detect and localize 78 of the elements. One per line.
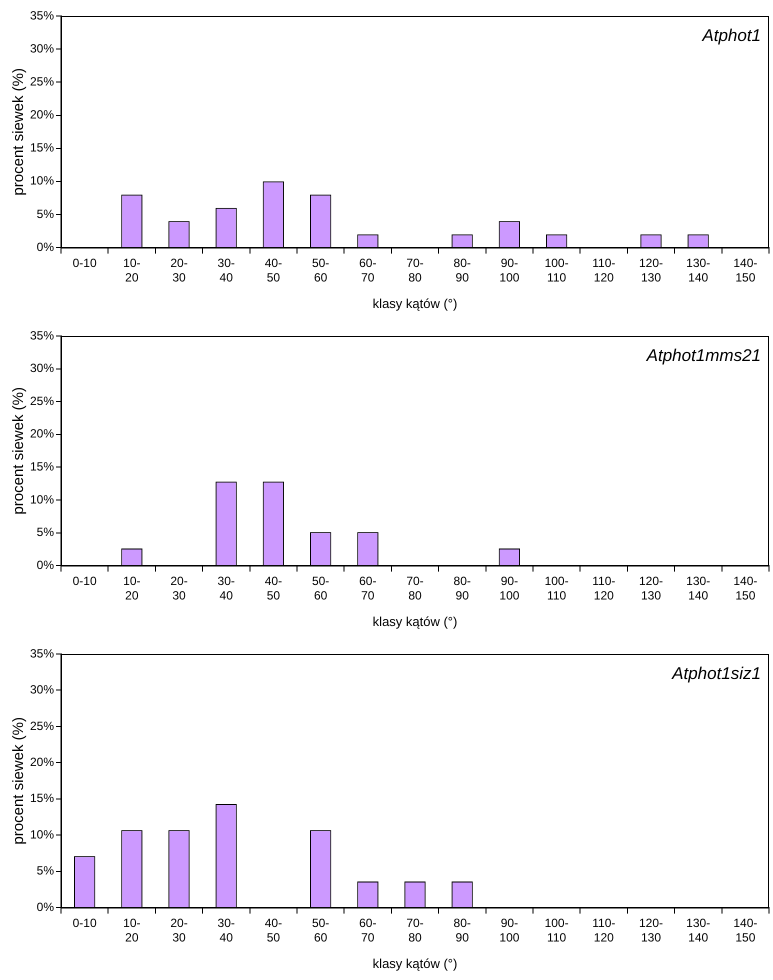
y-tick-label: 20% (30, 426, 54, 441)
x-tick-label: 10- 20 (123, 574, 140, 603)
x-tick-label: 0-10 (72, 574, 97, 588)
y-tick-label: 20% (30, 108, 54, 122)
x-tick-label: 50- 60 (312, 574, 330, 603)
y-tick-label: 25% (30, 718, 54, 733)
y-axis-title: procent siewek (%) (10, 68, 28, 196)
x-tick-label: 90- 100 (499, 574, 520, 603)
x-tick-label: 80- 90 (454, 916, 471, 945)
x-tick-label: 140- 150 (733, 574, 758, 603)
x-tick-label: 0-10 (72, 256, 97, 270)
x-tick-label: 0-10 (72, 916, 97, 930)
x-tick-label: 10- 20 (123, 916, 140, 945)
x-axis-title: klasy kątów (°) (372, 956, 458, 971)
x-tick-label: 100- 110 (544, 256, 569, 285)
x-tick-label: 130- 140 (686, 256, 710, 285)
x-tick-label: 140- 150 (733, 916, 758, 945)
x-tick-label: 90- 100 (499, 916, 520, 945)
x-tick-label: 100- 110 (544, 574, 569, 603)
y-tick-label: 5% (36, 525, 54, 540)
x-tick-label: 70- 80 (406, 916, 424, 945)
x-tick-label: 30- 40 (218, 256, 235, 285)
x-tick-label: 50- 60 (312, 916, 330, 945)
y-tick-label: 10% (30, 174, 54, 188)
y-tick-label: 10% (30, 827, 54, 842)
x-tick-label: 140- 150 (733, 256, 758, 285)
y-tick-label: 5% (36, 864, 54, 878)
x-tick-label: 110- 120 (592, 916, 616, 945)
x-tick-label: 80- 90 (454, 256, 471, 285)
x-tick-label: 30- 40 (218, 574, 235, 603)
annotation: Atphot1mms21 (646, 346, 761, 366)
x-tick-label: 50- 60 (312, 256, 330, 285)
x-axis-title: klasy kątów (°) (372, 614, 458, 629)
x-tick-label: 100- 110 (544, 916, 569, 945)
annotation: Atphot1 (701, 26, 761, 46)
x-tick-label: 60- 70 (359, 574, 376, 603)
x-tick-label: 20- 30 (170, 574, 188, 603)
x-tick-label: 70- 80 (406, 256, 424, 285)
y-tick-label: 15% (30, 791, 54, 806)
y-tick-label: 35% (30, 8, 54, 22)
x-tick-label: 120- 130 (638, 256, 664, 285)
y-tick-label: 20% (30, 755, 54, 769)
y-tick-label: 35% (30, 328, 54, 342)
x-tick-label: 130- 140 (686, 574, 710, 603)
x-tick-label: 40- 50 (264, 916, 282, 945)
y-tick-label: 25% (30, 74, 54, 88)
x-tick-label: 20- 30 (170, 916, 188, 945)
x-tick-label: 20- 30 (170, 256, 188, 285)
x-tick-label: 40- 50 (264, 256, 282, 285)
x-tick-label: 30- 40 (218, 916, 235, 945)
y-tick-label: 30% (30, 41, 54, 56)
x-axis-title: klasy kątów (°) (372, 296, 458, 311)
x-tick-label: 90- 100 (499, 256, 520, 285)
y-tick-label: 25% (30, 394, 54, 408)
y-axis-title: procent siewek (%) (10, 717, 28, 845)
x-tick-label: 80- 90 (454, 574, 471, 603)
x-tick-label: 130- 140 (686, 916, 710, 945)
x-tick-label: 120- 130 (638, 916, 664, 945)
y-tick-label: 15% (30, 460, 54, 474)
x-tick-label: 110- 120 (592, 256, 616, 285)
x-tick-label: 60- 70 (359, 916, 376, 945)
y-tick-label: 10% (30, 492, 54, 506)
y-tick-label: 0% (36, 900, 54, 914)
y-tick-label: 15% (30, 140, 54, 155)
x-tick-label: 70- 80 (406, 574, 424, 603)
y-tick-label: 30% (30, 361, 54, 376)
y-axis-title: procent siewek (%) (10, 387, 28, 515)
x-tick-label: 60- 70 (359, 256, 376, 285)
x-tick-label: 110- 120 (592, 574, 616, 603)
x-tick-label: 120- 130 (638, 574, 664, 603)
annotation: Atphot1siz1 (671, 664, 761, 684)
x-tick-label: 40- 50 (264, 574, 282, 603)
x-tick-label: 10- 20 (123, 256, 140, 285)
y-tick-label: 30% (30, 682, 54, 697)
y-tick-label: 35% (30, 646, 54, 660)
y-tick-label: 0% (36, 558, 54, 572)
y-tick-label: 0% (36, 240, 54, 254)
y-tick-label: 5% (36, 206, 54, 221)
